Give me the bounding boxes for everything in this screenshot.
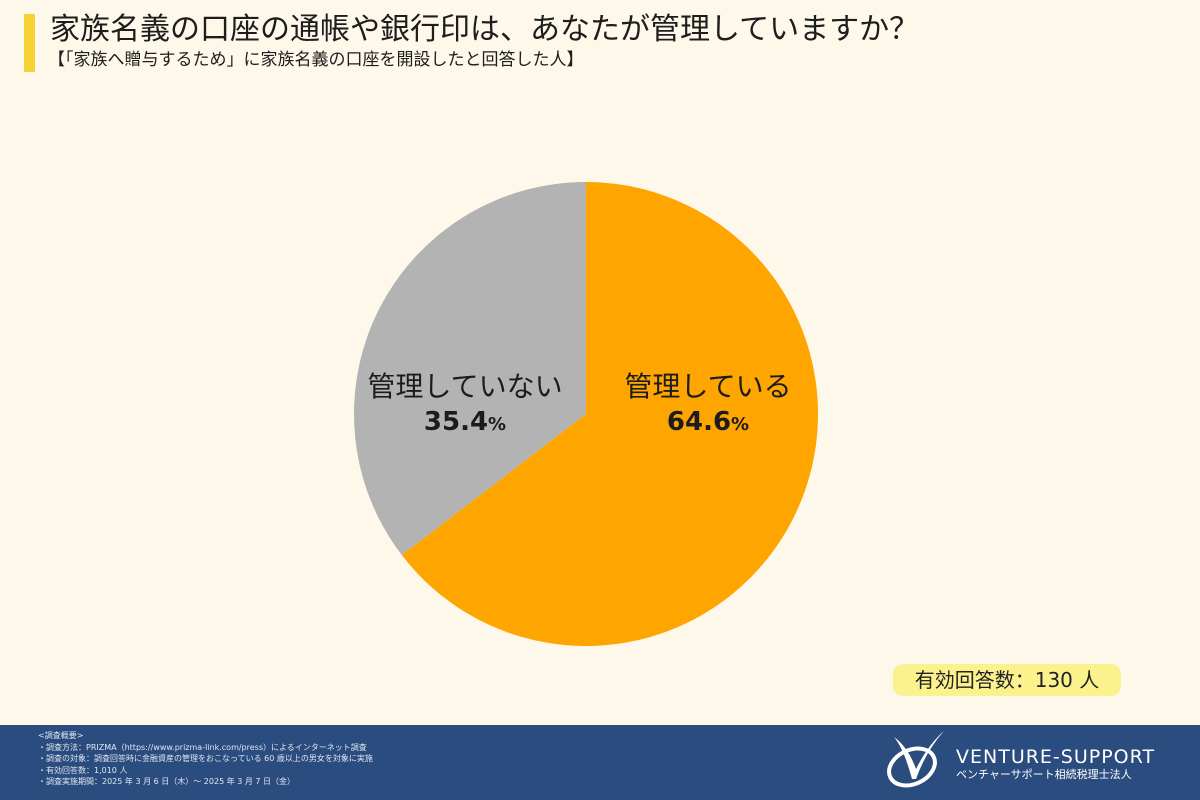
pie-chart [354, 182, 818, 646]
slice-label-managed: 管理している 64.6% [608, 370, 808, 443]
survey-note-period: ・調査実施期間：2025 年 3 月 6 日（木）～ 2025 年 3 月 7 … [38, 777, 296, 786]
slice-name: 管理している [624, 370, 792, 403]
page-title: 家族名義の口座の通帳や銀行印は、あなたが管理していますか？ [50, 12, 920, 47]
pie-chart-svg [354, 182, 818, 646]
pie-slice-managed [401, 182, 818, 646]
slice-percent: 35.4% [423, 407, 507, 437]
slice-label-not-managed: 管理していない 35.4% [356, 370, 574, 443]
brand-name: VENTURE-SUPPORT [956, 746, 1156, 768]
venture-support-logo-icon [887, 731, 944, 788]
survey-note-target: ・調査の対象：調査回答時に金融資産の管理をおこなっている 60 歳以上の男女を対… [38, 754, 373, 763]
survey-note-method: ・調査方法：PRIZMA（https://www.prizma-link.com… [38, 742, 367, 752]
survey-notes-heading: <調査概要> [38, 731, 84, 740]
slice-percent: 64.6% [666, 407, 750, 437]
slice-name: 管理していない [367, 370, 563, 403]
title-accent-bar [24, 14, 35, 72]
survey-notes: <調査概要> ・調査方法：PRIZMA（https://www.prizma-l… [38, 730, 373, 788]
pie-slice-not-managed [354, 182, 586, 556]
brand-subtitle: ベンチャーサポート相続税理士法人 [956, 768, 1132, 781]
footer: <調査概要> ・調査方法：PRIZMA（https://www.prizma-l… [0, 725, 1200, 800]
page-subtitle: 【「家族へ贈与するため」に家族名義の口座を開設したと回答した人】 [48, 50, 584, 70]
respondent-count-badge: 有効回答数：130 人 [893, 664, 1121, 696]
survey-note-responses: ・有効回答数：1,010 人 [38, 765, 128, 775]
